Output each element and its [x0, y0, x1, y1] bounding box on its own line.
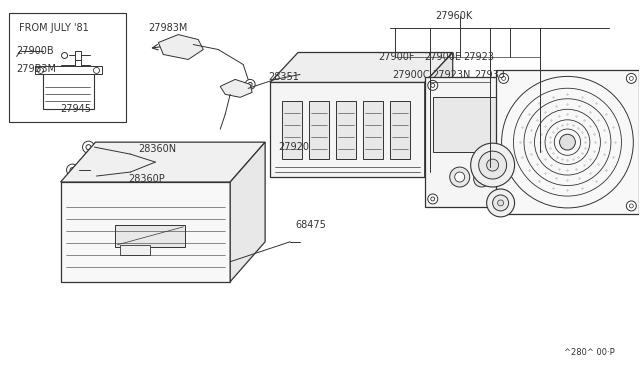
Polygon shape — [230, 142, 265, 282]
Bar — [425, 77, 515, 207]
Bar — [120, 245, 150, 255]
Circle shape — [499, 201, 509, 211]
Polygon shape — [220, 79, 252, 97]
Circle shape — [479, 176, 484, 182]
Circle shape — [86, 145, 91, 150]
Circle shape — [305, 70, 310, 75]
Circle shape — [445, 135, 450, 139]
Bar — [495, 70, 639, 214]
Text: FROM JULY '81: FROM JULY '81 — [19, 23, 88, 33]
Circle shape — [627, 201, 636, 211]
Polygon shape — [61, 182, 230, 282]
Circle shape — [450, 167, 470, 187]
Circle shape — [88, 174, 93, 179]
Text: 27960K: 27960K — [436, 11, 473, 20]
Circle shape — [479, 151, 507, 179]
Circle shape — [559, 134, 575, 150]
Circle shape — [454, 172, 465, 182]
Text: 27923N: 27923N — [432, 70, 470, 80]
Circle shape — [504, 197, 509, 201]
Text: 27900E: 27900E — [424, 52, 461, 62]
Text: 68475: 68475 — [295, 220, 326, 230]
Bar — [309, 101, 329, 159]
Bar — [43, 71, 95, 109]
Text: 27900B: 27900B — [17, 46, 54, 57]
Circle shape — [428, 194, 438, 204]
Bar — [433, 97, 507, 152]
Text: 27920: 27920 — [278, 142, 309, 152]
Circle shape — [70, 167, 75, 173]
Circle shape — [627, 73, 636, 83]
Circle shape — [474, 171, 490, 187]
Circle shape — [431, 197, 435, 201]
Text: 28360N: 28360N — [138, 144, 177, 154]
Text: 27983M: 27983M — [148, 23, 188, 33]
Circle shape — [83, 141, 95, 153]
Polygon shape — [270, 52, 452, 82]
Circle shape — [470, 143, 515, 187]
Polygon shape — [270, 82, 425, 177]
Text: 279B3M: 279B3M — [17, 64, 57, 74]
Circle shape — [502, 194, 511, 204]
Text: 28351: 28351 — [268, 73, 299, 82]
Text: ^280^ 00·P: ^280^ 00·P — [564, 348, 615, 357]
Bar — [74, 51, 81, 61]
Bar — [35, 67, 102, 74]
Circle shape — [428, 80, 438, 90]
Circle shape — [443, 132, 452, 142]
Text: 27923: 27923 — [464, 52, 495, 62]
Circle shape — [493, 195, 509, 211]
Circle shape — [502, 80, 511, 90]
Circle shape — [486, 159, 499, 171]
Circle shape — [498, 200, 504, 206]
Circle shape — [61, 52, 68, 58]
Text: 27945: 27945 — [61, 104, 92, 114]
Circle shape — [431, 83, 435, 87]
Circle shape — [486, 189, 515, 217]
Circle shape — [302, 67, 314, 78]
Bar — [390, 101, 410, 159]
Text: 27933: 27933 — [475, 70, 506, 80]
Circle shape — [504, 83, 509, 87]
Circle shape — [67, 164, 79, 176]
Circle shape — [499, 73, 509, 83]
Circle shape — [245, 79, 255, 89]
Text: 27900F: 27900F — [378, 52, 414, 62]
Text: 27900C: 27900C — [392, 70, 429, 80]
Bar — [336, 101, 356, 159]
Polygon shape — [158, 35, 204, 60]
Polygon shape — [61, 142, 265, 182]
Bar — [74, 61, 81, 70]
Circle shape — [84, 170, 97, 182]
Bar — [9, 13, 127, 122]
Bar — [115, 225, 186, 247]
Circle shape — [248, 82, 252, 86]
Bar — [282, 101, 302, 159]
Polygon shape — [425, 52, 452, 177]
Bar — [363, 101, 383, 159]
Text: 28360P: 28360P — [129, 174, 165, 184]
